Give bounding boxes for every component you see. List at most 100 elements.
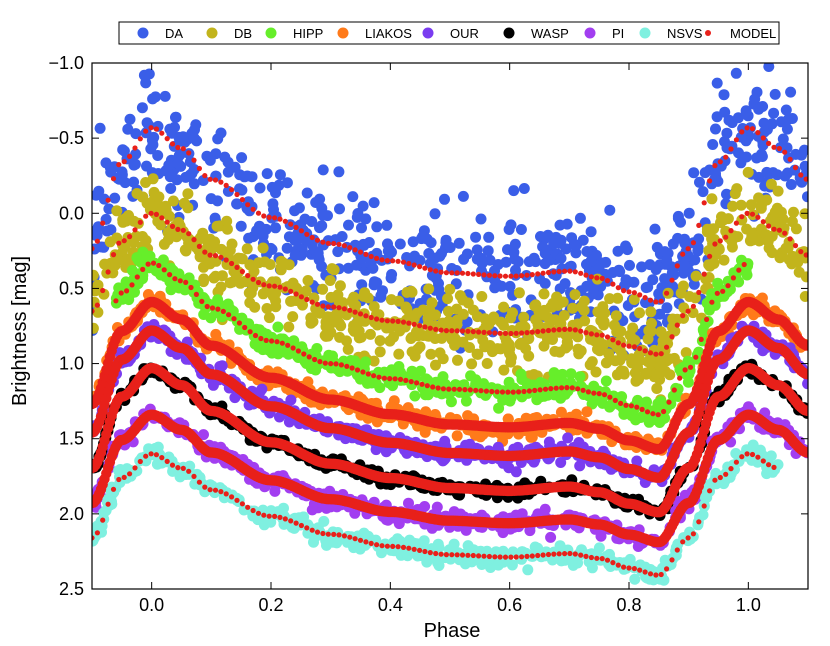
- data-point-db: [488, 311, 500, 323]
- data-point-db: [689, 292, 701, 304]
- model-point: [193, 291, 199, 297]
- data-point-nsvs: [506, 559, 518, 571]
- model-point: [787, 156, 793, 162]
- model-point: [521, 388, 527, 395]
- data-point-da: [740, 151, 752, 163]
- data-point-da: [475, 213, 487, 225]
- data-point-da: [177, 131, 189, 143]
- model-point: [792, 165, 799, 171]
- series-db: [92, 166, 808, 406]
- model-point: [288, 221, 294, 227]
- model-point: [666, 399, 672, 405]
- model-point: [594, 332, 600, 338]
- model-point: [723, 234, 729, 240]
- model-point: [406, 260, 412, 267]
- data-point-db: [283, 321, 295, 333]
- model-point: [454, 270, 460, 276]
- data-point-db: [267, 289, 279, 300]
- model-point: [172, 276, 178, 282]
- data-point-db: [634, 307, 645, 319]
- model-point: [513, 273, 519, 279]
- data-point-da: [692, 245, 704, 257]
- model-point: [110, 176, 117, 182]
- model-point: [220, 308, 226, 314]
- model-point: [309, 234, 315, 241]
- data-point-nsvs: [629, 573, 641, 585]
- data-point-db: [422, 312, 434, 324]
- model-point: [156, 262, 162, 269]
- model-point: [229, 260, 235, 267]
- model-point: [231, 316, 237, 322]
- data-point-da: [188, 178, 200, 190]
- data-point-da: [790, 148, 802, 160]
- model-point: [116, 240, 122, 246]
- model-point: [787, 236, 793, 242]
- data-point-db: [663, 353, 675, 365]
- data-point-db: [603, 348, 615, 360]
- model-point: [723, 154, 729, 160]
- data-point-da: [786, 113, 798, 124]
- model-point: [766, 223, 772, 229]
- data-point-db: [774, 252, 786, 264]
- model-point: [325, 304, 331, 310]
- model-point: [148, 125, 154, 131]
- model-point: [529, 329, 535, 335]
- model-point: [255, 210, 262, 216]
- model-point: [803, 176, 808, 182]
- data-point-db: [244, 297, 256, 309]
- model-point: [371, 373, 377, 379]
- data-point-da: [515, 224, 527, 235]
- model-point: [384, 258, 390, 264]
- data-point-db: [131, 188, 143, 199]
- data-point-db: [409, 350, 421, 362]
- data-point-da: [711, 111, 723, 123]
- model-point: [596, 391, 602, 397]
- data-point-db: [211, 220, 223, 232]
- data-point-da: [175, 148, 186, 160]
- model-point: [212, 253, 219, 259]
- model-point: [470, 271, 476, 277]
- data-point-db: [374, 346, 386, 358]
- data-point-da: [334, 203, 345, 215]
- data-point-db: [319, 329, 331, 341]
- data-point-da: [267, 198, 279, 210]
- data-point-db: [729, 188, 741, 200]
- data-point-da: [421, 233, 433, 245]
- data-point-da: [377, 285, 388, 297]
- model-point: [277, 284, 283, 290]
- data-point-db: [498, 301, 510, 313]
- data-point-db: [348, 298, 359, 310]
- data-point-da: [539, 258, 551, 270]
- model-point: [583, 272, 589, 278]
- model-point: [647, 350, 654, 356]
- data-point-db: [270, 301, 282, 313]
- data-point-db: [520, 343, 532, 355]
- data-point-pi: [545, 531, 557, 543]
- model-point: [720, 288, 726, 294]
- data-point-liakos: [451, 430, 463, 442]
- model-point: [693, 354, 699, 360]
- data-point-db: [197, 227, 209, 239]
- data-point-nsvs: [758, 450, 769, 462]
- model-point: [449, 328, 455, 334]
- data-point-da: [92, 243, 101, 255]
- data-point-db: [788, 206, 799, 218]
- model-point: [704, 316, 710, 322]
- model-point: [269, 338, 275, 344]
- model-point: [459, 270, 466, 276]
- model-point: [127, 234, 133, 240]
- data-point-da: [381, 219, 393, 231]
- model-point: [798, 172, 804, 178]
- data-point-da: [504, 280, 516, 292]
- data-point-da: [683, 207, 695, 219]
- data-point-da: [785, 179, 797, 190]
- model-point: [177, 278, 183, 284]
- model-point: [250, 206, 256, 212]
- data-point-db: [626, 356, 638, 368]
- model-point: [690, 303, 697, 309]
- data-point-db: [300, 285, 312, 297]
- data-point-da: [496, 280, 508, 292]
- model-point: [798, 249, 804, 255]
- data-point-da: [489, 265, 500, 277]
- model-point: [427, 267, 433, 273]
